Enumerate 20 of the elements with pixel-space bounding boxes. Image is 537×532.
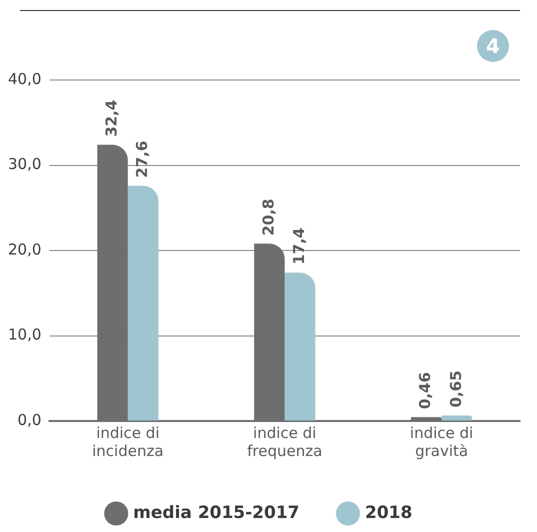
legend-label: 2018	[365, 502, 412, 523]
y-tick-label: 10,0	[8, 326, 42, 344]
bar	[284, 272, 316, 420]
y-tick-label: 20,0	[8, 240, 42, 258]
data-label: 32,4	[102, 100, 120, 137]
data-label: 0,65	[446, 370, 465, 408]
bar	[128, 186, 158, 420]
legend-label: media 2015-2017	[133, 502, 300, 523]
x-tick-label: indice di incidenza	[92, 424, 164, 460]
data-label: 27,6	[133, 140, 152, 178]
x-tick-label: indice di gravità	[410, 424, 474, 460]
data-label: 20,8	[259, 198, 278, 236]
y-tick-label: 0,0	[18, 410, 42, 429]
data-label: 0,46	[416, 372, 434, 410]
text: 4	[477, 30, 509, 62]
y-tick-label: 40,0	[8, 70, 42, 88]
y-tick-label: 30,0	[8, 155, 42, 174]
data-label: 17,4	[290, 228, 308, 265]
bar	[442, 415, 472, 420]
x-tick-label: indice di frequenza	[247, 424, 322, 460]
